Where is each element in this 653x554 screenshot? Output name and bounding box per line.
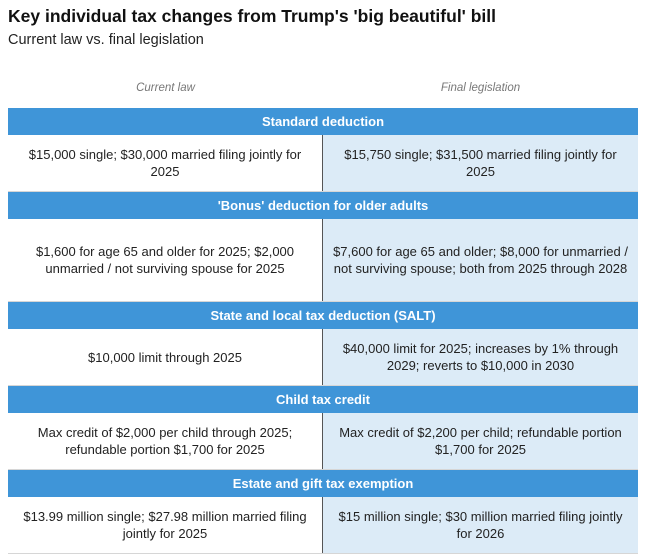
section-header-estate-gift-tax: Estate and gift tax exemption: [8, 470, 638, 497]
final-legislation-cell: $15,750 single; $31,500 married filing j…: [323, 135, 638, 191]
column-headers: Current law Final legislation: [8, 82, 638, 102]
current-law-cell: $1,600 for age 65 and older for 2025; $2…: [8, 219, 323, 301]
final-legislation-cell: Max credit of $2,200 per child; refundab…: [323, 413, 638, 469]
section-header-salt-deduction: State and local tax deduction (SALT): [8, 302, 638, 329]
table-row: $15,000 single; $30,000 married filing j…: [8, 135, 638, 192]
table-row: Max credit of $2,000 per child through 2…: [8, 413, 638, 470]
section-header-standard-deduction: Standard deduction: [8, 108, 638, 135]
column-header-current-law: Current law: [136, 82, 195, 94]
section-header-child-tax-credit: Child tax credit: [8, 386, 638, 413]
current-law-cell: Max credit of $2,000 per child through 2…: [8, 413, 323, 469]
page-title: Key individual tax changes from Trump's …: [8, 6, 496, 26]
table-row: $1,600 for age 65 and older for 2025; $2…: [8, 219, 638, 302]
current-law-cell: $13.99 million single; $27.98 million ma…: [8, 497, 323, 553]
final-legislation-cell: $7,600 for age 65 and older; $8,000 for …: [323, 219, 638, 301]
final-legislation-cell: $40,000 limit for 2025; increases by 1% …: [323, 329, 638, 385]
section-header-bonus-deduction: 'Bonus' deduction for older adults: [8, 192, 638, 219]
table-row: $10,000 limit through 2025 $40,000 limit…: [8, 329, 638, 386]
table-row: $13.99 million single; $27.98 million ma…: [8, 497, 638, 554]
final-legislation-cell: $15 million single; $30 million married …: [323, 497, 638, 553]
page-subtitle: Current law vs. final legislation: [8, 32, 204, 48]
comparison-table: Standard deduction $15,000 single; $30,0…: [8, 108, 638, 554]
current-law-cell: $10,000 limit through 2025: [8, 329, 323, 385]
column-header-final-legislation: Final legislation: [440, 82, 521, 94]
current-law-cell: $15,000 single; $30,000 married filing j…: [8, 135, 323, 191]
